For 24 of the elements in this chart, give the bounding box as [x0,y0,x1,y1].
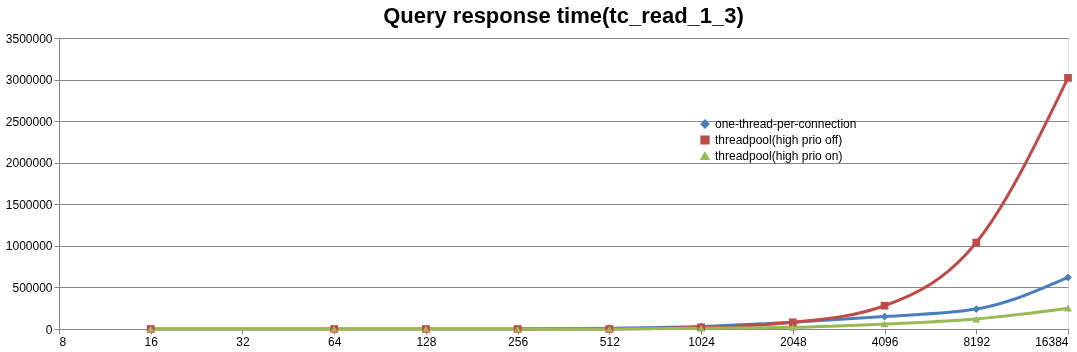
y-tick-label: 3000000 [5,73,53,88]
y-tick-label: 1000000 [5,239,53,254]
legend-label: threadpool(high prio off) [715,133,843,147]
x-tick-label: 1024 [688,334,716,349]
x-tick-label: 16 [144,334,159,349]
x-tick-label: 128 [416,334,437,349]
x-tick-label: 64 [328,334,342,349]
x-tick-label: 32 [236,334,250,349]
y-tick-label: 500000 [12,280,53,295]
y-tick-label: 2000000 [5,156,53,171]
y-tick-label: 2500000 [5,114,53,129]
legend-label: threadpool(high prio on) [715,149,843,163]
y-tick-label: 1500000 [5,197,53,212]
x-tick-label: 8192 [963,334,991,349]
y-tick-label: 0 [45,322,53,337]
x-tick-label: 256 [508,334,529,349]
x-tick-label: 8 [59,334,67,349]
y-tick-label: 3500000 [5,31,53,46]
x-tick-label: 4096 [871,334,899,349]
x-tick-label: 16384 [1035,334,1069,349]
x-tick-label: 512 [599,334,621,349]
legend-label: one-thread-per-connection [715,117,857,131]
x-tick-label: 2048 [779,334,807,349]
chart-title: Query response time(tc_read_1_3) [383,3,744,28]
